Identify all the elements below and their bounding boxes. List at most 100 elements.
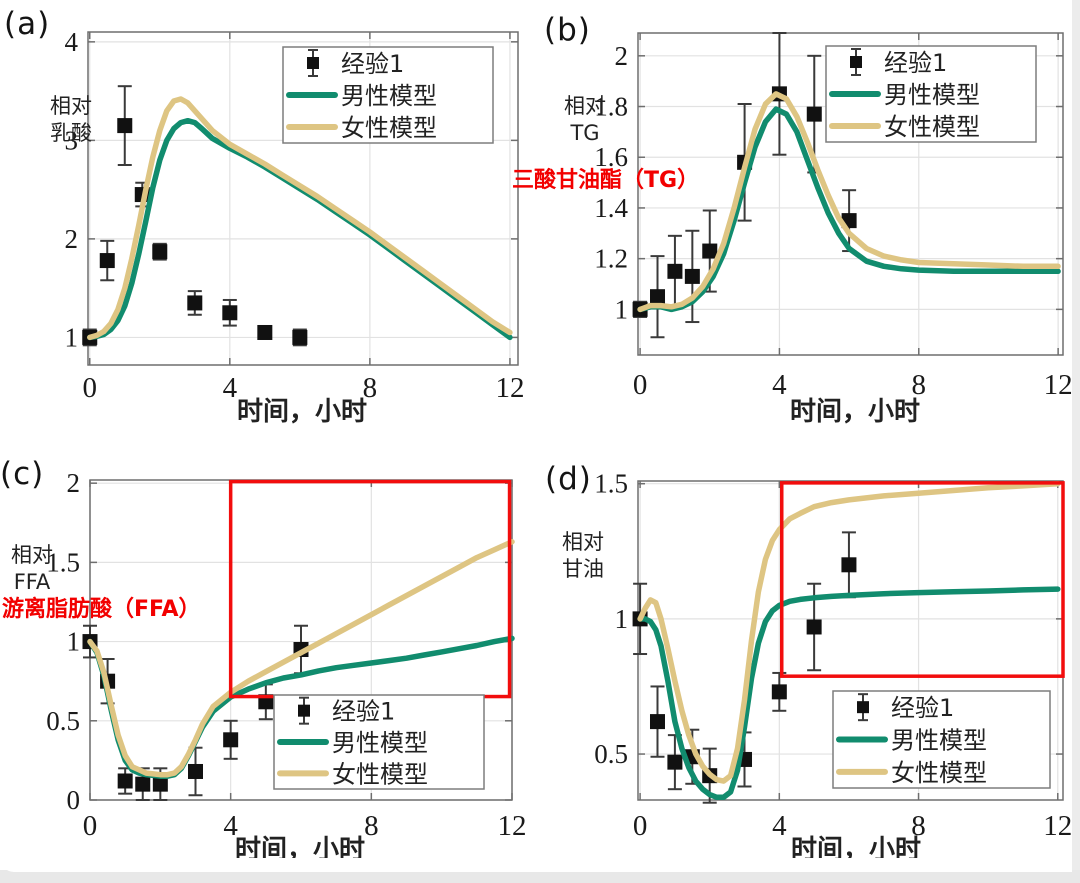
y-tick-label: 1.8 xyxy=(594,92,628,122)
data-point-square xyxy=(117,773,133,789)
legend-label-experiment: 经验1 xyxy=(341,50,404,78)
female-model-curve xyxy=(87,539,515,778)
plot-box xyxy=(87,31,519,366)
y-axis-label: TG xyxy=(569,121,599,145)
data-point-square xyxy=(667,754,683,770)
y-axis-label: 乳酸 xyxy=(50,121,92,145)
y-tick-label: 1.5 xyxy=(46,547,80,577)
x-tick-label: 4 xyxy=(223,372,238,404)
female-model-curve xyxy=(637,91,1061,313)
legend-label-model: 女性模型 xyxy=(891,759,987,787)
x-tick-label: 8 xyxy=(363,372,378,404)
y-tick-label: 1.5 xyxy=(594,469,628,499)
panel-b-letter: (b) xyxy=(544,12,591,48)
x-tick-label: 4 xyxy=(772,369,787,401)
x-tick-label: 12 xyxy=(495,372,524,404)
data-point-square xyxy=(684,268,700,284)
x-tick-label: 0 xyxy=(633,810,648,842)
x-tick-label: 8 xyxy=(364,810,379,842)
male-model-curve xyxy=(637,586,1061,801)
legend-label-model: 男性模型 xyxy=(884,81,980,109)
y-tick-label: 1 xyxy=(67,627,81,657)
x-tick-label: 4 xyxy=(223,810,238,842)
data-point-square xyxy=(223,732,239,748)
page-edge-bottom xyxy=(0,870,1080,883)
data-point-square xyxy=(188,763,203,779)
data-point-square xyxy=(806,106,822,122)
legend-label-model: 女性模型 xyxy=(341,114,437,142)
x-tick-label: 12 xyxy=(1043,810,1072,842)
panel-d-letter: (d) xyxy=(545,461,592,497)
y-axis-label: 相对 xyxy=(50,94,92,118)
data-point-square xyxy=(649,714,665,730)
y-tick-label: 1.2 xyxy=(594,244,628,274)
x-tick-label: 8 xyxy=(911,810,926,842)
y-axis-label: FFA xyxy=(14,570,51,594)
legend-label-model: 女性模型 xyxy=(884,113,980,141)
plot-box xyxy=(637,32,1064,356)
legend-label-model: 女性模型 xyxy=(332,760,428,788)
x-tick-label: 8 xyxy=(912,369,927,401)
x-tick-label: 12 xyxy=(498,810,527,842)
annotation-triglyceride: 三酸甘油酯（TG） xyxy=(512,168,700,193)
y-tick-label: 3 xyxy=(65,125,79,155)
data-point-square xyxy=(152,244,168,260)
x-axis-label: 时间，小时 xyxy=(237,397,367,427)
female-model-curve xyxy=(87,96,513,341)
legend-square-marker xyxy=(850,56,862,68)
y-tick-label: 1 xyxy=(65,322,79,352)
legend-label-model: 男性模型 xyxy=(332,729,428,757)
legend-label-experiment: 经验1 xyxy=(884,49,947,77)
y-tick-label: 2 xyxy=(67,468,81,498)
data-point-square xyxy=(222,305,238,321)
data-point-square xyxy=(187,295,203,311)
y-tick-label: 2 xyxy=(615,41,629,71)
male-model-curve xyxy=(637,106,1061,313)
panel-a-letter: (a) xyxy=(4,6,51,42)
y-axis-label: 相对 xyxy=(11,543,53,567)
data-point-square xyxy=(702,243,718,259)
legend-label-model: 男性模型 xyxy=(341,82,437,110)
legend-label-experiment: 经验1 xyxy=(332,698,395,726)
x-tick-label: 12 xyxy=(1044,369,1073,401)
y-tick-label: 0 xyxy=(67,785,81,815)
legend-label-experiment: 经验1 xyxy=(891,694,954,722)
data-point-square xyxy=(135,776,151,792)
x-tick-label: 4 xyxy=(772,810,787,842)
card-rounded-corner xyxy=(0,858,1072,872)
legend-square-marker xyxy=(857,701,869,714)
y-axis-label: 相对 xyxy=(564,94,606,118)
data-point-square xyxy=(257,324,273,340)
x-tick-label: 0 xyxy=(83,372,98,404)
y-tick-label: 1 xyxy=(615,294,629,324)
legend-square-marker xyxy=(298,704,310,717)
red-highlight-box xyxy=(780,481,1065,678)
y-tick-label: 0.5 xyxy=(594,739,628,769)
page-edge-right xyxy=(1072,0,1080,883)
x-axis-label: 时间，小时 xyxy=(790,397,920,427)
y-tick-label: 1 xyxy=(615,604,629,634)
data-point-square xyxy=(771,684,787,700)
data-point-square xyxy=(99,253,115,269)
panel-c-letter: (c) xyxy=(0,456,45,492)
data-point-square xyxy=(117,118,133,134)
x-tick-label: 0 xyxy=(83,810,98,842)
female-model-curve xyxy=(637,480,1061,784)
annotation-free-fatty-acid: 游离脂肪酸（FFA） xyxy=(2,597,201,622)
y-axis-label: 相对 xyxy=(562,530,604,554)
data-point-square xyxy=(650,289,666,305)
y-tick-label: 2 xyxy=(65,224,79,254)
legend-square-marker xyxy=(307,57,319,69)
y-tick-label: 4 xyxy=(65,27,79,57)
data-point-square xyxy=(806,619,822,635)
legend-label-model: 男性模型 xyxy=(891,727,987,755)
data-point-square xyxy=(667,263,683,279)
y-tick-label: 0.5 xyxy=(46,706,80,736)
data-point-square xyxy=(292,329,308,345)
